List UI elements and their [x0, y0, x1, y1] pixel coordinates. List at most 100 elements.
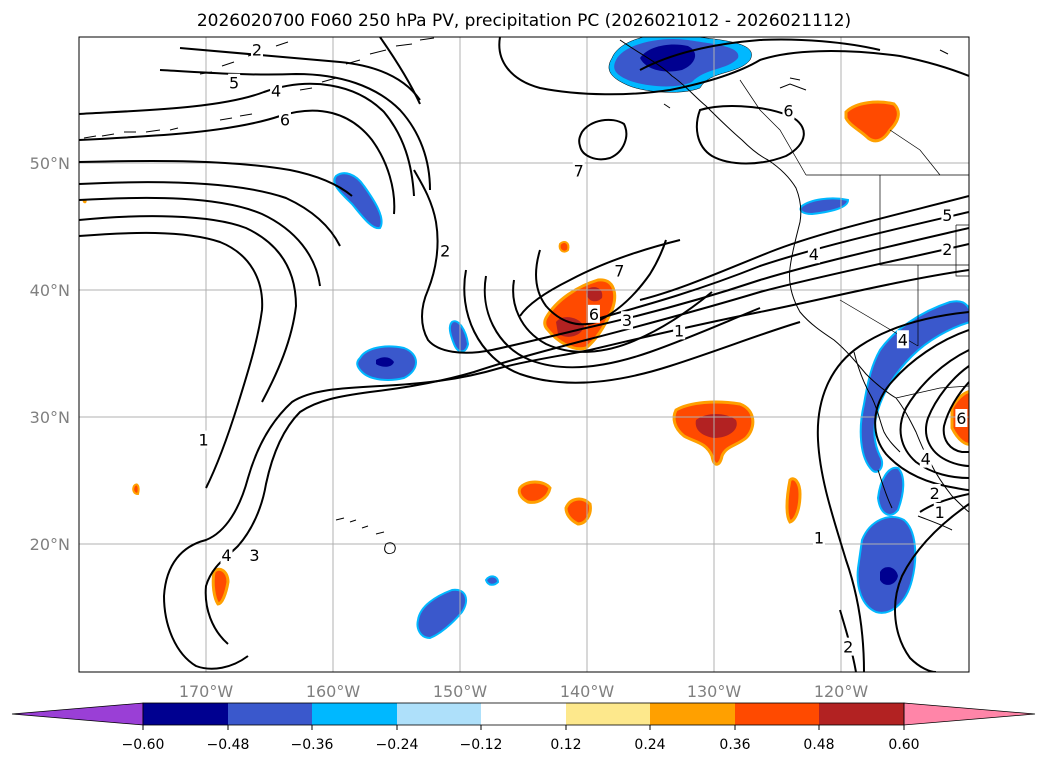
lat-tick-label: 20°N	[30, 535, 70, 554]
colorbar-bin	[143, 703, 228, 725]
colorbar-bin	[228, 703, 312, 725]
contour-label: 4	[271, 81, 281, 100]
contour-label: 2	[252, 41, 262, 60]
colorbar-bin	[566, 703, 650, 725]
colorbar-tick-label: 0.48	[803, 737, 834, 753]
lon-tick-label: 170°W	[179, 682, 234, 701]
contour-label-bg	[941, 205, 954, 224]
contour-label: 4	[221, 546, 231, 565]
lat-tick-label: 50°N	[30, 154, 70, 173]
contour-label-bg	[941, 240, 954, 259]
colorbar-bin	[819, 703, 904, 725]
contour-label-bg	[278, 110, 291, 129]
contour-label-bg	[620, 311, 633, 330]
contour-label: 7	[574, 161, 584, 180]
contour-label: 2	[942, 240, 952, 259]
lon-tick-label: 130°W	[687, 682, 742, 701]
contour-label-bg	[587, 304, 600, 323]
contour-label: 2	[930, 484, 940, 503]
lat-tick-labels: 20°N 30°N 40°N 50°N	[30, 154, 70, 554]
contour-label: 4	[921, 450, 931, 469]
contour-label-bg	[955, 409, 968, 427]
contour-label: 1	[935, 503, 945, 522]
contour-label-bg	[919, 449, 932, 468]
precip-blue-oregon	[799, 197, 850, 216]
precip-blue-baja-band	[859, 300, 969, 473]
contour-label: 6	[783, 102, 793, 121]
map-frame	[78, 36, 970, 673]
colorbar: −0.60 −0.48 −0.36 −0.24 −0.12 0.12 0.24 …	[11, 702, 1036, 753]
precip-blue-160w	[333, 172, 383, 230]
contour-label: 6	[280, 111, 290, 130]
lon-tick-label: 140°W	[560, 682, 615, 701]
contour-label-bg	[613, 261, 626, 280]
colorbar-bin	[735, 703, 819, 725]
contour-label-bg	[220, 546, 233, 565]
contour-label-bg	[782, 101, 795, 120]
colorbar-tick-label: −0.12	[460, 737, 503, 753]
contour-label: 3	[249, 546, 259, 565]
lat-tick-label: 30°N	[30, 408, 70, 427]
contour-label-bg	[842, 637, 855, 656]
contour-label: 2	[440, 241, 450, 260]
contour-label: 1	[199, 431, 209, 450]
precip-blue-mexico	[856, 515, 917, 614]
borders	[739, 79, 969, 399]
lon-tick-label: 160°W	[306, 682, 361, 701]
contour-label-bg	[572, 161, 585, 180]
colorbar-tick-label: −0.48	[207, 737, 250, 753]
precip-blue-150w	[448, 320, 470, 353]
lon-tick-label: 150°W	[433, 682, 488, 701]
contour-label: 3	[622, 311, 632, 330]
contour-label-bg	[439, 241, 452, 260]
contour-label: 5	[942, 206, 952, 225]
precip-blue-small	[484, 575, 500, 586]
pv-contours	[79, 37, 969, 672]
colorbar-over-arrow	[903, 702, 1036, 726]
colorbar-under-arrow	[11, 702, 144, 726]
contour-label: 6	[956, 409, 966, 428]
contour-label-bg	[933, 502, 946, 521]
contour-label: 7	[614, 262, 624, 281]
colorbar-tick-label: −0.60	[122, 737, 165, 753]
contour-label-bg	[807, 245, 820, 264]
graticule	[79, 37, 969, 672]
contour-label-bg	[251, 40, 263, 59]
precip-blue-153w	[416, 588, 468, 640]
colorbar-tick-label: 0.24	[634, 737, 665, 753]
colorbar-bin	[650, 703, 735, 725]
colorbar-bin	[312, 703, 397, 725]
contour-label-bg	[928, 483, 941, 502]
colorbar-tick-label: 0.60	[888, 737, 919, 753]
contour-label: 1	[674, 321, 684, 340]
precip-negative-areas	[333, 37, 969, 640]
colorbar-tick-label: −0.24	[376, 737, 419, 753]
colorbar-tick-label: 0.36	[719, 737, 750, 753]
contour-label: 4	[809, 245, 819, 264]
colorbar-ticks	[142, 725, 905, 730]
pv-contour-1	[162, 269, 969, 670]
lon-tick-label: 120°W	[814, 682, 869, 701]
contour-label: 6	[589, 305, 599, 324]
contour-label: 2	[843, 638, 853, 657]
contour-label-bg	[812, 528, 825, 547]
contour-label-bg	[896, 330, 909, 349]
contour-label-bg	[248, 546, 261, 565]
contour-label-bg	[270, 81, 283, 100]
contour-label-bg	[673, 321, 686, 340]
contour-label: 4	[898, 330, 908, 349]
lat-tick-label: 40°N	[30, 281, 70, 300]
pv-contour-7-ring	[578, 118, 628, 161]
contour-label: 1	[814, 528, 824, 547]
lon-tick-labels: 170°W 160°W 150°W 140°W 130°W 120°W	[179, 682, 869, 701]
colorbar-bin	[481, 703, 566, 725]
contour-label: 5	[229, 74, 239, 93]
colorbar-bin	[397, 703, 481, 725]
precip-positive-areas	[82, 100, 969, 606]
colorbar-tick-label: 0.12	[550, 737, 581, 753]
contour-label-bg	[228, 73, 241, 92]
contour-label-bg	[197, 430, 210, 449]
